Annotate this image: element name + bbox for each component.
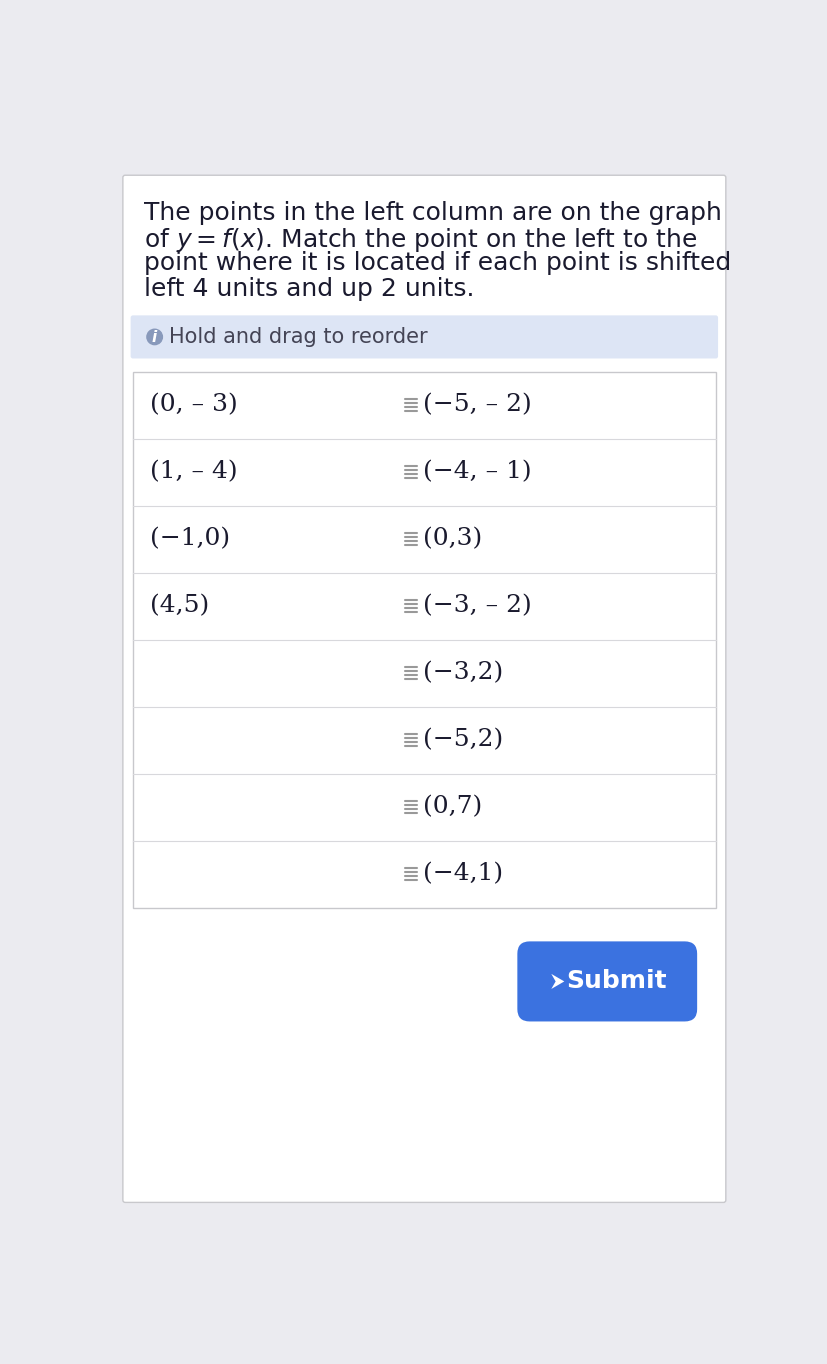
Text: (0,7): (0,7) (423, 795, 482, 818)
Text: (−1,0): (−1,0) (150, 528, 230, 551)
Text: (4,5): (4,5) (150, 595, 209, 618)
FancyBboxPatch shape (131, 315, 717, 359)
Text: Hold and drag to reorder: Hold and drag to reorder (169, 327, 427, 346)
Text: (−4,1): (−4,1) (423, 862, 503, 885)
Text: Submit: Submit (566, 970, 666, 993)
FancyBboxPatch shape (133, 371, 715, 907)
Text: of $y = \mathit{f}(\mathit{x})$. Match the point on the left to the: of $y = \mathit{f}(\mathit{x})$. Match t… (144, 226, 696, 254)
Text: (−4, – 1): (−4, – 1) (423, 461, 532, 484)
Text: (−5,2): (−5,2) (423, 728, 503, 752)
Text: i: i (152, 330, 157, 345)
Text: (0,3): (0,3) (423, 528, 482, 551)
Text: (−3,2): (−3,2) (423, 662, 503, 685)
FancyBboxPatch shape (122, 175, 725, 1203)
FancyBboxPatch shape (517, 941, 696, 1022)
Polygon shape (551, 974, 564, 989)
Text: (−5, – 2): (−5, – 2) (423, 394, 532, 416)
Text: left 4 units and up 2 units.: left 4 units and up 2 units. (144, 277, 474, 301)
Text: The points in the left column are on the graph: The points in the left column are on the… (144, 201, 721, 225)
Text: (1, – 4): (1, – 4) (150, 461, 237, 484)
Text: point where it is located if each point is shifted: point where it is located if each point … (144, 251, 730, 276)
Text: (0, – 3): (0, – 3) (150, 394, 237, 416)
Circle shape (146, 329, 162, 345)
Text: (−3, – 2): (−3, – 2) (423, 595, 532, 618)
